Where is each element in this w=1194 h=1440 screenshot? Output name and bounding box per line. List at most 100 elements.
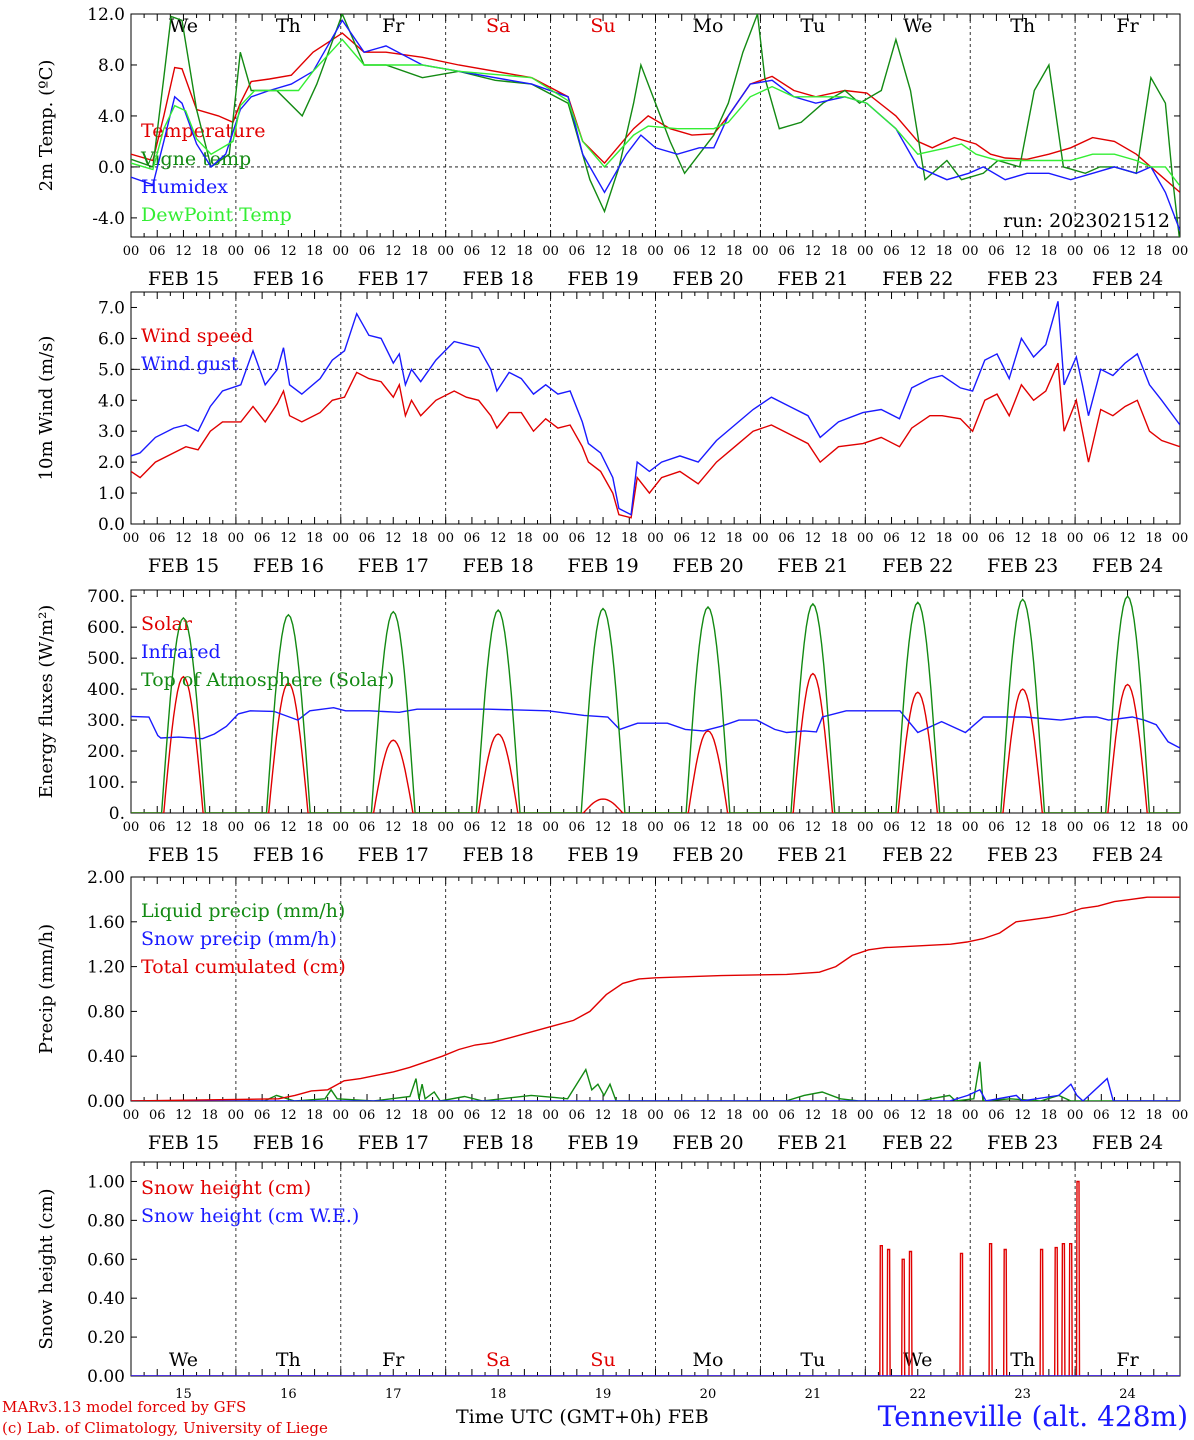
hour-tick-label: 18 bbox=[1041, 531, 1058, 546]
hour-tick-label: 06 bbox=[1093, 820, 1110, 835]
hour-tick-label: 18 bbox=[621, 1108, 638, 1123]
panel-3: 700. 600. 500. 400. 300. 200. 100. 0. Energy flu… bbox=[36, 587, 1188, 866]
weekday-label: Su bbox=[590, 15, 615, 37]
date-label: FEB 18 bbox=[463, 268, 534, 290]
hour-tick-label: 06 bbox=[149, 531, 166, 546]
date-label: FEB 15 bbox=[148, 555, 219, 577]
hour-tick-label: 12 bbox=[1119, 1108, 1136, 1123]
station-title: Tenneville (alt. 428m) bbox=[877, 1400, 1188, 1433]
hour-tick-label: 00 bbox=[962, 1108, 979, 1123]
hour-tick-label: 18 bbox=[831, 820, 848, 835]
hour-tick-label: 18 bbox=[831, 244, 848, 259]
hour-tick-label: 00 bbox=[752, 1108, 769, 1123]
weekday-label: Su bbox=[590, 1349, 615, 1371]
date-label: FEB 20 bbox=[672, 844, 743, 866]
hour-tick-label: 00 bbox=[857, 1108, 874, 1123]
date-label: FEB 15 bbox=[148, 1132, 219, 1154]
hour-tick-label: 12 bbox=[909, 531, 926, 546]
series-line-humidex bbox=[131, 19, 1180, 231]
day-number-label: 22 bbox=[909, 1387, 926, 1402]
run-label: run: 2023021512 bbox=[1003, 210, 1170, 232]
hour-tick-label: 06 bbox=[569, 531, 586, 546]
hour-tick-label: 00 bbox=[437, 531, 454, 546]
series-line-total-cumulated-cm- bbox=[131, 896, 1180, 1101]
hour-tick-label: 12 bbox=[490, 1108, 507, 1123]
hour-tick-label: 12 bbox=[280, 244, 297, 259]
hour-tick-label: 18 bbox=[621, 244, 638, 259]
panel-5: 1.00 0.80 0.60 0.40 0.20 0.00 Snow height (cm)… bbox=[36, 1161, 1181, 1402]
y-tick-label: 0.40 bbox=[87, 1047, 125, 1067]
weekday-label: Mo bbox=[692, 15, 723, 37]
hour-tick-label: 12 bbox=[175, 1108, 192, 1123]
hour-tick-label: 18 bbox=[516, 820, 533, 835]
hour-tick-label: 18 bbox=[1041, 244, 1058, 259]
hour-tick-label: 18 bbox=[201, 1108, 218, 1123]
date-label: FEB 16 bbox=[253, 268, 324, 290]
hour-tick-label: 00 bbox=[752, 244, 769, 259]
date-label: FEB 22 bbox=[882, 1132, 953, 1154]
lab-credit: (c) Lab. of Climatology, University of L… bbox=[2, 1419, 328, 1437]
date-label: FEB 18 bbox=[463, 1132, 534, 1154]
hour-tick-label: 06 bbox=[673, 1108, 690, 1123]
hour-tick-label: 00 bbox=[962, 244, 979, 259]
weekday-label: Tu bbox=[800, 1349, 825, 1371]
hour-tick-label: 06 bbox=[359, 820, 376, 835]
hour-tick-label: 06 bbox=[149, 244, 166, 259]
hour-tick-label: 00 bbox=[1172, 244, 1189, 259]
series-line-solar bbox=[131, 672, 1180, 813]
hour-tick-label: 06 bbox=[778, 531, 795, 546]
hour-tick-label: 00 bbox=[333, 244, 350, 259]
hour-tick-label: 12 bbox=[1119, 531, 1136, 546]
panel-4: 2.00 1.60 1.20 0.80 0.40 0.00 Precip (mm/h) 00 0… bbox=[36, 868, 1188, 1154]
hour-tick-label: 18 bbox=[936, 244, 953, 259]
legend-entry: Wind gust bbox=[141, 353, 239, 375]
weekday-label: Th bbox=[1010, 1349, 1035, 1371]
hour-tick-label: 12 bbox=[280, 820, 297, 835]
y-tick-label: 700. bbox=[87, 587, 125, 607]
panel-2: 7.0 6.0 5.0 4.0 3.0 2.0 1.0 0.0 10m Wind (m/s) 00… bbox=[36, 291, 1188, 577]
hour-tick-label: 18 bbox=[306, 1108, 323, 1123]
hour-tick-label: 12 bbox=[385, 244, 402, 259]
hour-tick-label: 18 bbox=[1146, 244, 1163, 259]
hour-tick-label: 12 bbox=[1014, 1108, 1031, 1123]
date-label: FEB 17 bbox=[358, 1132, 429, 1154]
y-tick-label: 1.20 bbox=[87, 958, 125, 978]
hour-tick-label: 18 bbox=[1041, 820, 1058, 835]
series-line-top-of-atmosphere-solar- bbox=[131, 595, 1180, 813]
hour-tick-label: 18 bbox=[1041, 1108, 1058, 1123]
hour-tick-label: 06 bbox=[883, 244, 900, 259]
hour-tick-label: 06 bbox=[673, 531, 690, 546]
hour-tick-label: 00 bbox=[542, 531, 559, 546]
y-tick-label: 5.0 bbox=[98, 360, 125, 380]
hour-tick-label: 18 bbox=[201, 244, 218, 259]
hour-tick-label: 12 bbox=[280, 531, 297, 546]
weekday-label: Fr bbox=[1116, 1349, 1139, 1371]
x-axis-title: Time UTC (GMT+0h) FEB bbox=[456, 1406, 709, 1428]
y-axis-label: Snow height (cm) bbox=[36, 1188, 57, 1349]
hour-tick-label: 06 bbox=[883, 820, 900, 835]
date-label: FEB 21 bbox=[777, 268, 848, 290]
hour-tick-label: 18 bbox=[1146, 820, 1163, 835]
hour-tick-label: 00 bbox=[857, 820, 874, 835]
hour-tick-label: 18 bbox=[936, 531, 953, 546]
hour-tick-label: 18 bbox=[621, 531, 638, 546]
series-line-liquid-precip-mm-h- bbox=[131, 1061, 1180, 1101]
hour-tick-label: 00 bbox=[857, 244, 874, 259]
date-label: FEB 21 bbox=[777, 844, 848, 866]
hour-tick-label: 06 bbox=[1093, 244, 1110, 259]
hour-tick-label: 06 bbox=[673, 244, 690, 259]
date-label: FEB 18 bbox=[463, 844, 534, 866]
hour-tick-label: 06 bbox=[149, 820, 166, 835]
legend-entry: Humidex bbox=[141, 176, 228, 198]
y-tick-label: 0. bbox=[109, 804, 125, 824]
hour-tick-label: 12 bbox=[700, 531, 717, 546]
hour-tick-label: 00 bbox=[962, 820, 979, 835]
hour-tick-label: 18 bbox=[306, 244, 323, 259]
series-line-infrared bbox=[131, 706, 1180, 749]
weekday-label: We bbox=[903, 1349, 932, 1371]
hour-tick-label: 06 bbox=[359, 244, 376, 259]
series-line-snow-precip-mm-h- bbox=[131, 1077, 1180, 1101]
hour-tick-label: 00 bbox=[333, 531, 350, 546]
hour-tick-label: 06 bbox=[673, 820, 690, 835]
hour-tick-label: 18 bbox=[516, 244, 533, 259]
